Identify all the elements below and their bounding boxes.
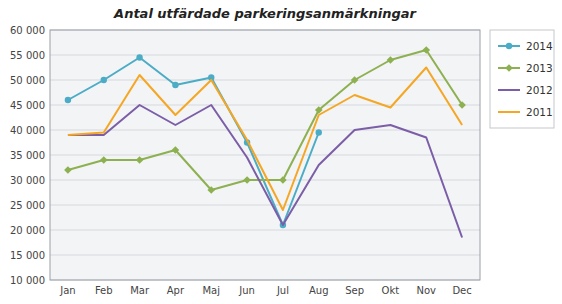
grid-line — [50, 255, 480, 256]
series-line — [68, 105, 462, 238]
y-tick-label: 20 000 — [10, 225, 45, 236]
y-tick-label: 15 000 — [10, 250, 45, 261]
marker — [316, 129, 322, 135]
y-tick-label: 60 000 — [10, 25, 45, 36]
legend-marker — [505, 64, 513, 72]
grid-line — [50, 55, 480, 56]
marker — [458, 101, 466, 109]
plot-area — [50, 30, 480, 280]
title: Antal utfärdade parkeringsanmärkningar — [113, 6, 417, 21]
marker — [100, 156, 108, 164]
x-tick-label: Aug — [309, 285, 329, 296]
y-tick-label: 25 000 — [10, 200, 45, 211]
x-tick-label: Jan — [59, 285, 75, 296]
series-line — [68, 58, 319, 226]
series-line — [68, 50, 462, 190]
x-tick-label: Nov — [416, 285, 436, 296]
legend — [490, 30, 554, 128]
marker — [207, 186, 215, 194]
y-tick-label: 10 000 — [10, 275, 45, 286]
x-tick-label: Sep — [345, 285, 364, 296]
marker — [172, 146, 180, 154]
y-tick-label: 35 000 — [10, 150, 45, 161]
marker — [172, 82, 178, 88]
series-line — [68, 68, 462, 211]
marker — [101, 77, 107, 83]
marker — [422, 46, 430, 54]
legend-label: 2014 — [526, 40, 553, 52]
marker — [243, 176, 251, 184]
marker — [136, 156, 144, 164]
x-tick-label: Apr — [167, 285, 185, 296]
legend-swatch — [498, 111, 520, 113]
legend-marker — [505, 64, 513, 72]
x-tick-label: Feb — [95, 285, 113, 296]
grid-line — [50, 205, 480, 206]
grid-line — [50, 105, 480, 106]
marker — [65, 97, 71, 103]
chart: Antal utfärdade parkeringsanmärkningar 10… — [0, 0, 562, 304]
y-tick-label: 45 000 — [10, 100, 45, 111]
legend-label: 2013 — [526, 62, 553, 74]
legend-marker — [506, 43, 512, 49]
grid-line — [50, 155, 480, 156]
legend-label: 2011 — [526, 106, 553, 118]
marker — [351, 76, 359, 84]
data-group — [64, 46, 466, 237]
legend-marker — [506, 43, 512, 49]
y-tick-label: 30 000 — [10, 175, 45, 186]
y-tick-label: 40 000 — [10, 125, 45, 136]
y-tick-label: 50 000 — [10, 75, 45, 86]
x-tick-label: Maj — [202, 285, 220, 296]
x-tick-label: Mar — [130, 285, 150, 296]
y-tick-label: 55 000 — [10, 50, 45, 61]
marker — [136, 54, 142, 60]
grid-line — [50, 230, 480, 231]
marker — [279, 176, 287, 184]
grid-line — [50, 130, 480, 131]
x-tick-label: Jul — [276, 285, 289, 296]
x-tick-label: Jun — [238, 285, 255, 296]
x-tick-label: Dec — [452, 285, 471, 296]
legend-label: 2012 — [526, 84, 553, 96]
plot-frame — [50, 30, 480, 280]
marker — [64, 166, 72, 174]
marker — [387, 56, 395, 64]
legend-swatch — [498, 89, 520, 91]
x-tick-label: Okt — [382, 285, 400, 296]
